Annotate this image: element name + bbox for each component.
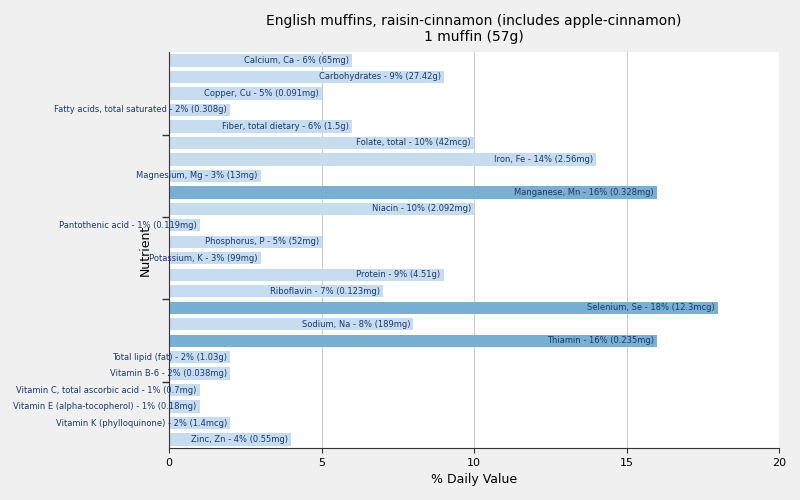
Bar bbox=[170, 87, 322, 100]
Bar bbox=[170, 434, 291, 446]
Bar bbox=[170, 202, 474, 215]
Title: English muffins, raisin-cinnamon (includes apple-cinnamon)
1 muffin (57g): English muffins, raisin-cinnamon (includ… bbox=[266, 14, 682, 44]
Text: Potassium, K - 3% (99mg): Potassium, K - 3% (99mg) bbox=[149, 254, 258, 263]
Text: Zinc, Zn - 4% (0.55mg): Zinc, Zn - 4% (0.55mg) bbox=[191, 435, 288, 444]
Text: Phosphorus, P - 5% (52mg): Phosphorus, P - 5% (52mg) bbox=[205, 238, 318, 246]
Bar bbox=[170, 186, 657, 198]
Y-axis label: Nutrient: Nutrient bbox=[139, 224, 152, 276]
Text: Fatty acids, total saturated - 2% (0.308g): Fatty acids, total saturated - 2% (0.308… bbox=[54, 106, 227, 114]
Text: Magnesium, Mg - 3% (13mg): Magnesium, Mg - 3% (13mg) bbox=[136, 172, 258, 180]
Text: Protein - 9% (4.51g): Protein - 9% (4.51g) bbox=[357, 270, 441, 279]
Text: Vitamin E (alpha-tocopherol) - 1% (0.18mg): Vitamin E (alpha-tocopherol) - 1% (0.18m… bbox=[14, 402, 197, 411]
Text: Total lipid (fat) - 2% (1.03g): Total lipid (fat) - 2% (1.03g) bbox=[112, 352, 227, 362]
Text: Vitamin C, total ascorbic acid - 1% (0.7mg): Vitamin C, total ascorbic acid - 1% (0.7… bbox=[16, 386, 197, 394]
Text: Riboflavin - 7% (0.123mg): Riboflavin - 7% (0.123mg) bbox=[270, 286, 380, 296]
Bar bbox=[170, 400, 200, 413]
Bar bbox=[170, 170, 261, 182]
Text: Iron, Fe - 14% (2.56mg): Iron, Fe - 14% (2.56mg) bbox=[494, 155, 593, 164]
Bar bbox=[170, 334, 657, 347]
Text: Sodium, Na - 8% (189mg): Sodium, Na - 8% (189mg) bbox=[302, 320, 410, 328]
Text: Vitamin K (phylloquinone) - 2% (1.4mcg): Vitamin K (phylloquinone) - 2% (1.4mcg) bbox=[56, 418, 227, 428]
Bar bbox=[170, 219, 200, 232]
Bar bbox=[170, 136, 474, 149]
Bar bbox=[170, 104, 230, 116]
Text: Copper, Cu - 5% (0.091mg): Copper, Cu - 5% (0.091mg) bbox=[204, 89, 318, 98]
Bar bbox=[170, 351, 230, 364]
Bar bbox=[170, 285, 382, 298]
Bar bbox=[170, 153, 596, 166]
Bar bbox=[170, 54, 352, 66]
Bar bbox=[170, 417, 230, 430]
Text: Fiber, total dietary - 6% (1.5g): Fiber, total dietary - 6% (1.5g) bbox=[222, 122, 349, 131]
Bar bbox=[170, 268, 444, 281]
Bar bbox=[170, 120, 352, 132]
Bar bbox=[170, 236, 322, 248]
Text: Folate, total - 10% (42mcg): Folate, total - 10% (42mcg) bbox=[357, 138, 471, 147]
Text: Vitamin B-6 - 2% (0.038mg): Vitamin B-6 - 2% (0.038mg) bbox=[110, 369, 227, 378]
Text: Niacin - 10% (2.092mg): Niacin - 10% (2.092mg) bbox=[372, 204, 471, 214]
Text: Selenium, Se - 18% (12.3mcg): Selenium, Se - 18% (12.3mcg) bbox=[587, 303, 715, 312]
Text: Manganese, Mn - 16% (0.328mg): Manganese, Mn - 16% (0.328mg) bbox=[514, 188, 654, 197]
Text: Carbohydrates - 9% (27.42g): Carbohydrates - 9% (27.42g) bbox=[318, 72, 441, 82]
Bar bbox=[170, 252, 261, 264]
Bar bbox=[170, 368, 230, 380]
Text: Calcium, Ca - 6% (65mg): Calcium, Ca - 6% (65mg) bbox=[244, 56, 349, 65]
Bar bbox=[170, 70, 444, 83]
Bar bbox=[170, 318, 413, 330]
X-axis label: % Daily Value: % Daily Value bbox=[431, 473, 518, 486]
Text: Pantothenic acid - 1% (0.119mg): Pantothenic acid - 1% (0.119mg) bbox=[59, 221, 197, 230]
Bar bbox=[170, 384, 200, 396]
Text: Thiamin - 16% (0.235mg): Thiamin - 16% (0.235mg) bbox=[547, 336, 654, 345]
Bar bbox=[170, 302, 718, 314]
